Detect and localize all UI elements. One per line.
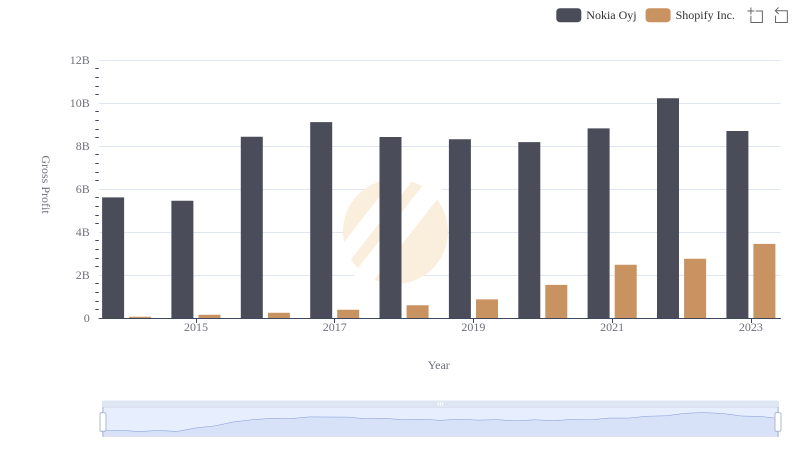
svg-text:4B: 4B <box>76 225 90 239</box>
svg-text:Year: Year <box>428 358 450 372</box>
svg-text:Nokia Oyj: Nokia Oyj <box>586 8 636 22</box>
svg-text:Shopify Inc.: Shopify Inc. <box>676 8 735 22</box>
svg-text:2023: 2023 <box>739 320 763 334</box>
svg-text:6B: 6B <box>76 182 90 196</box>
svg-text:Gross Profit: Gross Profit <box>39 155 53 214</box>
svg-text:0: 0 <box>84 311 90 325</box>
svg-text:2017: 2017 <box>323 320 347 334</box>
svg-text:2015: 2015 <box>184 320 208 334</box>
svg-text:2019: 2019 <box>461 320 485 334</box>
svg-text:8B: 8B <box>76 139 90 153</box>
svg-text:2B: 2B <box>76 268 90 282</box>
svg-text:10B: 10B <box>70 96 90 110</box>
svg-text:12B: 12B <box>70 53 90 67</box>
svg-text:2021: 2021 <box>600 320 624 334</box>
